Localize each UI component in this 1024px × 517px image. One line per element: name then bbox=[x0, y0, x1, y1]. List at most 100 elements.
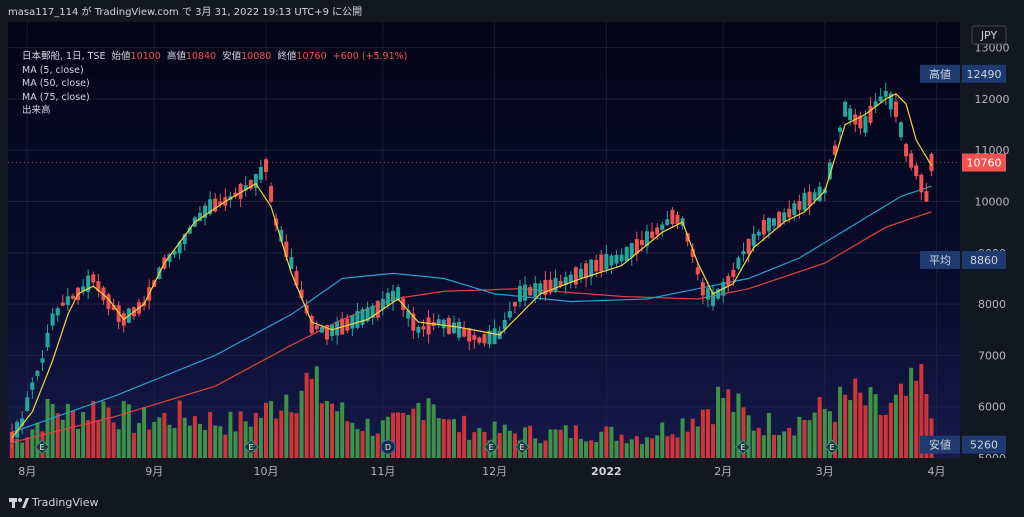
candle-body bbox=[411, 313, 416, 331]
event-marker: E bbox=[483, 439, 499, 455]
candle-body bbox=[197, 212, 202, 222]
volume-bar bbox=[909, 367, 914, 458]
price-tick-label: 13000 bbox=[975, 42, 1010, 55]
volume-bar bbox=[345, 421, 350, 458]
candle-body bbox=[645, 231, 649, 247]
candle-body bbox=[167, 254, 172, 262]
volume-bar bbox=[197, 423, 202, 458]
candle-body bbox=[294, 271, 299, 286]
volume-bar bbox=[746, 415, 751, 458]
volume-bar bbox=[152, 422, 157, 458]
low-value-text: 5260 bbox=[970, 439, 998, 452]
volume-bar bbox=[822, 408, 827, 458]
avg-value-bg bbox=[962, 251, 1006, 270]
candle-body bbox=[568, 274, 573, 283]
candle-body bbox=[60, 302, 65, 306]
volume-bar bbox=[380, 420, 385, 458]
volume-bar bbox=[304, 372, 309, 458]
legend-ma75[interactable]: MA (75, close) bbox=[22, 91, 90, 103]
candle-body bbox=[538, 283, 543, 294]
candle-body bbox=[929, 153, 934, 172]
candle-body bbox=[472, 335, 477, 340]
volume-bar bbox=[50, 403, 55, 458]
candle-body bbox=[218, 201, 223, 206]
volume-bar bbox=[467, 439, 472, 458]
volume-bar bbox=[350, 422, 355, 458]
price-tick-label: 12000 bbox=[975, 93, 1010, 106]
publish-info: masa117_114 が TradingView.com で 3月 31, 2… bbox=[8, 7, 363, 18]
legend-volume[interactable]: 出来高 bbox=[22, 105, 51, 116]
event-marker: E bbox=[243, 439, 259, 455]
volume-bar bbox=[634, 436, 639, 458]
volume-bar bbox=[584, 441, 589, 458]
volume-bar bbox=[70, 410, 75, 458]
candle-body bbox=[594, 259, 599, 272]
price-tick-label: 10000 bbox=[975, 196, 1010, 209]
volume-bar bbox=[477, 427, 482, 458]
candle-body bbox=[208, 199, 213, 215]
currency-box: JPY bbox=[971, 25, 1007, 45]
candle-body bbox=[314, 325, 319, 330]
candle-body bbox=[578, 268, 583, 278]
volume-bar bbox=[731, 412, 736, 458]
legend-close: 10760 bbox=[296, 51, 327, 62]
volume-bar bbox=[96, 420, 101, 458]
volume-bar bbox=[705, 409, 710, 458]
volume-bar bbox=[533, 438, 538, 458]
volume-bar bbox=[924, 394, 929, 458]
volume-bar bbox=[121, 401, 126, 458]
volume-bar bbox=[330, 403, 335, 458]
volume-bar bbox=[863, 405, 868, 458]
chart-area[interactable]: E E D E E E E 高値 平均 安値 日本郵船, 1日, TSE 始値10100 高値10… bbox=[8, 22, 960, 458]
volume-bar bbox=[558, 429, 563, 458]
volume-bar bbox=[868, 387, 873, 458]
volume-bar bbox=[182, 417, 187, 458]
volume-bar bbox=[187, 425, 192, 458]
candle-body bbox=[487, 330, 492, 345]
candle-body bbox=[172, 250, 177, 255]
volume-bar bbox=[502, 424, 507, 458]
candle-body bbox=[726, 276, 731, 286]
candle-body bbox=[182, 234, 187, 245]
earnings-icon bbox=[483, 439, 499, 455]
volume-bar bbox=[360, 431, 365, 458]
volume-bar bbox=[853, 378, 858, 458]
volume-bar bbox=[568, 438, 573, 458]
legend-ma50[interactable]: MA (50, close) bbox=[22, 78, 90, 89]
candle-body bbox=[467, 328, 472, 342]
volume-bar bbox=[919, 363, 924, 458]
event-marker: E bbox=[824, 439, 840, 455]
volume-bar bbox=[340, 402, 345, 458]
candle-body bbox=[802, 192, 807, 211]
volume-bar bbox=[65, 403, 70, 458]
time-tick-label: 8月 bbox=[18, 465, 36, 478]
candle-body bbox=[421, 326, 426, 330]
high-value-tag: 12490 bbox=[962, 64, 1006, 83]
event-letter: D bbox=[385, 443, 391, 452]
volume-bar bbox=[594, 442, 599, 458]
volume-bar bbox=[665, 436, 670, 458]
volume-bar bbox=[873, 394, 878, 458]
volume-bar bbox=[319, 403, 324, 458]
time-axis[interactable]: 8月 9月 10月 11月 12月 2022 2月 3月 4月 bbox=[8, 458, 960, 488]
volume-bar bbox=[639, 443, 644, 458]
event-marker: E bbox=[735, 439, 751, 455]
volume-bar bbox=[192, 416, 197, 458]
candle-body bbox=[45, 332, 50, 348]
candle-body bbox=[238, 183, 243, 199]
volume-bar bbox=[60, 419, 65, 458]
low-value-tag: 5260 bbox=[962, 435, 1006, 454]
earnings-icon bbox=[735, 439, 751, 455]
volume-bar bbox=[335, 411, 340, 458]
candle-body bbox=[380, 298, 385, 310]
candle-body bbox=[543, 279, 548, 295]
volume-bar bbox=[269, 401, 274, 458]
price-tick-label: 6000 bbox=[978, 401, 1006, 414]
candle-body bbox=[492, 328, 497, 345]
candle-body bbox=[741, 251, 746, 255]
volume-bar bbox=[203, 430, 208, 458]
volume-bar bbox=[274, 418, 279, 458]
legend-ma5[interactable]: MA (5, close) bbox=[22, 64, 84, 76]
price-axis[interactable]: 1300012000110001000090008000700060005000… bbox=[960, 22, 1024, 458]
